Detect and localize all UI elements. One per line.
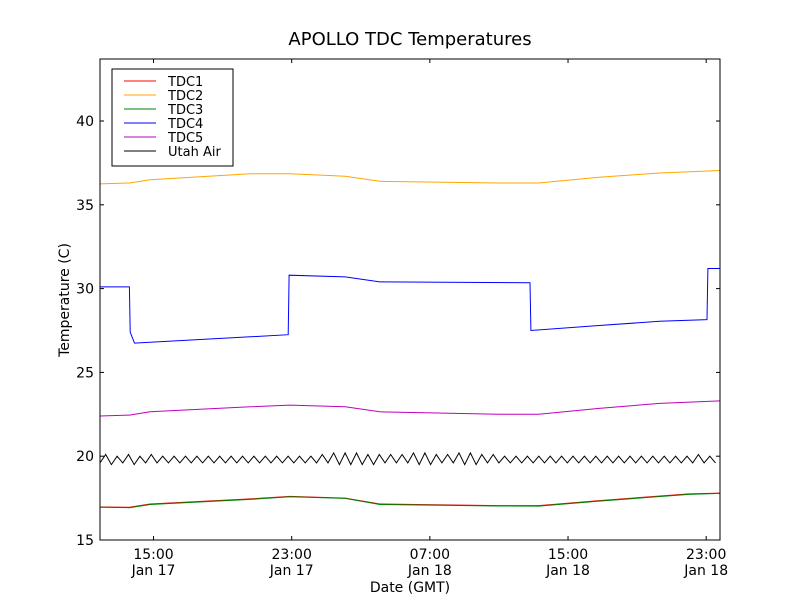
legend-label: TDC3 — [167, 103, 203, 118]
x-axis-label: Date (GMT) — [370, 580, 450, 596]
x-tick-label: Jan 17 — [269, 563, 314, 579]
series-line-tdc5 — [99, 400, 721, 417]
x-tick-label: 15:00 — [133, 547, 173, 563]
legend-label: TDC1 — [167, 75, 203, 90]
axes-frame — [99, 58, 721, 541]
series-line-utah-air — [99, 451, 716, 466]
x-tick-label: 15:00 — [548, 547, 588, 563]
x-tick-label: Jan 18 — [407, 563, 452, 579]
x-tick-label: 23:00 — [686, 547, 726, 563]
y-tick-label: 15 — [76, 533, 94, 549]
chart-title: APOLLO TDC Temperatures — [288, 29, 531, 50]
plot-area — [99, 170, 721, 509]
x-tick-label: Jan 17 — [131, 563, 176, 579]
series-line-tdc4 — [100, 268, 720, 344]
legend-label: TDC4 — [167, 117, 203, 132]
series-line-tdc3 — [99, 492, 721, 509]
x-tick-label: Jan 18 — [683, 563, 728, 579]
legend-box — [111, 68, 234, 167]
series-line-tdc2 — [99, 170, 721, 185]
x-tick-label: Jan 18 — [545, 563, 590, 579]
y-axis-label: Temperature (C) — [57, 243, 73, 358]
x-tick-label: 23:00 — [272, 547, 312, 563]
legend-label: Utah Air — [168, 145, 221, 160]
legend-label: TDC2 — [167, 89, 203, 104]
y-tick-label: 35 — [76, 198, 94, 214]
y-tick-label: 30 — [76, 282, 94, 298]
y-tick-label: 20 — [76, 449, 94, 465]
y-tick-label: 25 — [76, 365, 94, 381]
legend-label: TDC5 — [167, 131, 203, 146]
y-tick-label: 40 — [76, 114, 94, 130]
x-tick-label: 07:00 — [410, 547, 450, 563]
